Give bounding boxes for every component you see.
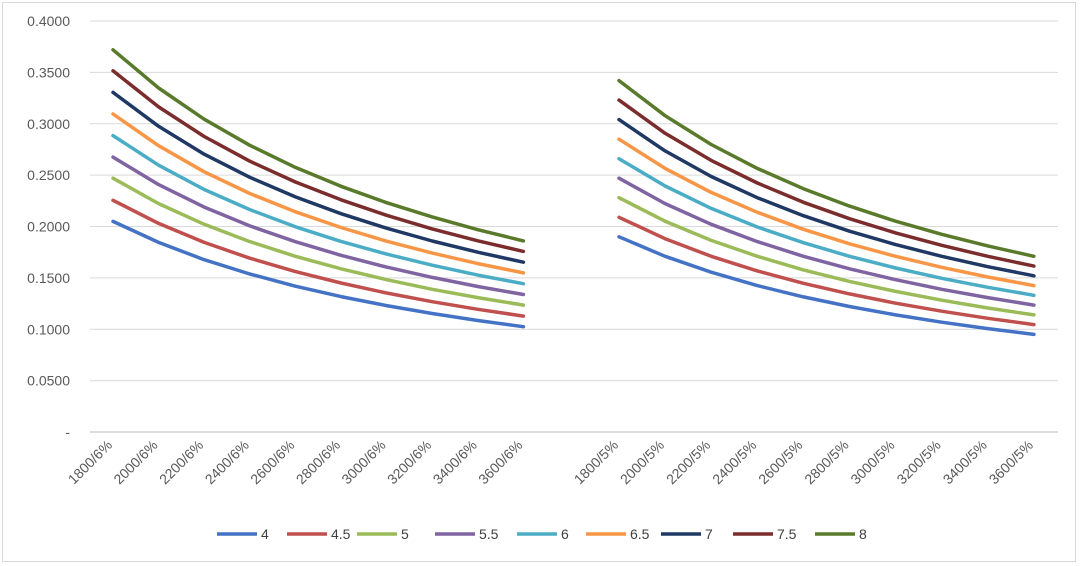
series-line-5-5 [111, 155, 526, 297]
x-tick-label: 3200/5% [893, 437, 943, 487]
x-tick-label: 3000/5% [847, 437, 897, 487]
x-tick-label: 2400/5% [709, 437, 759, 487]
x-tick-label: 3200/6% [384, 437, 434, 487]
x-tick-label: 3000/6% [338, 437, 388, 487]
x-tick-label: 3600/5% [986, 437, 1036, 487]
x-tick-label: 1800/6% [65, 437, 115, 487]
legend-label: 7.5 [777, 526, 797, 542]
legend-label: 8 [859, 526, 867, 542]
y-tick-label: 0.2500 [27, 167, 70, 183]
y-tick-label: - [65, 424, 70, 440]
x-tick-label: 2400/6% [202, 437, 252, 487]
x-tick-label: 2200/6% [156, 437, 206, 487]
series-line-7 [617, 117, 1036, 278]
legend-label: 6.5 [630, 526, 650, 542]
x-tick-label: 2800/6% [293, 437, 343, 487]
y-tick-label: 0.1500 [27, 270, 70, 286]
x-tick-label: 2800/5% [801, 437, 851, 487]
series-line-6 [617, 156, 1036, 298]
x-axis-tick-labels: 1800/6%2000/6%2200/6%2400/6%2600/6%2800/… [65, 437, 1036, 487]
x-tick-label: 2200/5% [663, 437, 713, 487]
series-line-8 [617, 78, 1036, 259]
y-tick-label: 0.0500 [27, 373, 70, 389]
series-line-4 [111, 219, 526, 329]
y-tick-label: 0.3000 [27, 116, 70, 132]
x-tick-label: 2600/5% [755, 437, 805, 487]
x-tick-label: 2600/6% [247, 437, 297, 487]
x-tick-label: 2000/5% [617, 437, 667, 487]
series-lines [111, 48, 1036, 337]
series-line-6-5 [617, 137, 1036, 288]
legend-label: 5 [401, 526, 409, 542]
series-line-5-5 [617, 176, 1036, 307]
series-line-4-5 [617, 215, 1036, 327]
legend-label: 6 [561, 526, 569, 542]
y-tick-label: 0.2000 [27, 219, 70, 235]
legend-label: 4 [261, 526, 269, 542]
x-tick-label: 3400/5% [940, 437, 990, 487]
legend-label: 7 [705, 526, 713, 542]
x-tick-label: 3600/6% [475, 437, 525, 487]
y-axis-tick-labels: - 0.0500 0.1000 0.1500 0.2000 0.2500 0.3000 0.3… [27, 13, 70, 440]
y-tick-label: 0.4000 [27, 13, 70, 29]
x-tick-label: 2000/6% [110, 437, 160, 487]
y-tick-label: 0.3500 [27, 64, 70, 80]
legend-label: 4.5 [331, 526, 351, 542]
series-line-8 [111, 48, 526, 243]
series-line-7-5 [617, 98, 1036, 268]
legend-label: 5.5 [479, 526, 499, 542]
series-line-4-5 [111, 198, 526, 318]
x-tick-label: 1800/5% [571, 437, 621, 487]
x-tick-label: 3400/6% [430, 437, 480, 487]
series-line-5 [617, 195, 1036, 317]
y-tick-label: 0.1000 [27, 321, 70, 337]
series-line-5 [111, 176, 526, 307]
series-line-4 [617, 235, 1036, 337]
series-line-6 [111, 133, 526, 286]
series-line-7-5 [111, 69, 526, 254]
series-line-7 [111, 90, 526, 264]
series-line-6-5 [111, 112, 526, 275]
gridlines [90, 20, 1058, 433]
legend: 4 4.5 5 5.5 6 6.5 7 7.5 8 [217, 526, 867, 542]
